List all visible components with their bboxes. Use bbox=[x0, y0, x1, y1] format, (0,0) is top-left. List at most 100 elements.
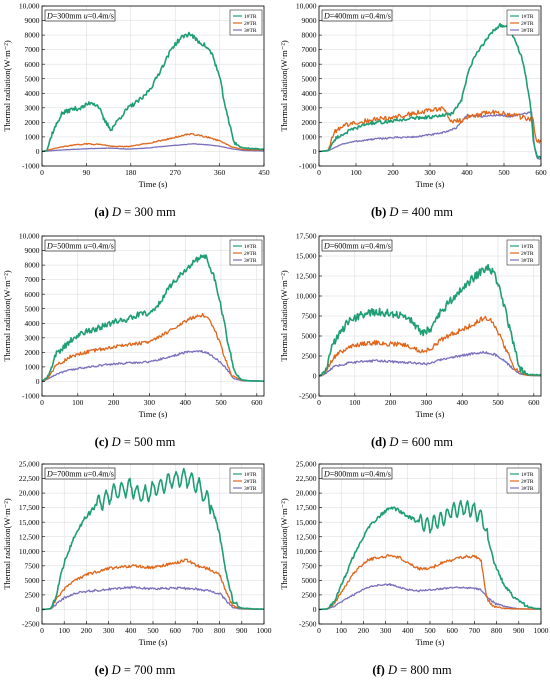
x-tick-label: 500 bbox=[498, 168, 510, 177]
y-tick-label: 7500 bbox=[25, 561, 40, 570]
series-line-1TR bbox=[42, 467, 264, 611]
series-line-2TR bbox=[319, 315, 541, 377]
caption-d-text: = 600 mm bbox=[401, 435, 454, 449]
caption-b: (b) D = 400 mm bbox=[277, 205, 547, 220]
y-tick-label: 4000 bbox=[25, 89, 40, 98]
series-line-1TR bbox=[319, 263, 541, 377]
series-line-1TR bbox=[319, 22, 541, 159]
y-tick-label: 0 bbox=[36, 147, 40, 156]
y-tick-label: 9000 bbox=[302, 16, 317, 25]
series-line-3TR bbox=[319, 350, 541, 377]
x-tick-label: 500 bbox=[492, 398, 504, 407]
y-tick-label: 25,000 bbox=[19, 460, 40, 469]
x-tick-label: 600 bbox=[528, 398, 540, 407]
y-tick-label: -1000 bbox=[22, 162, 40, 171]
y-axis-label: Thermal radiation(W·m⁻²) bbox=[279, 40, 289, 131]
condition-label: D=400mm u=0.4m/s bbox=[321, 9, 393, 22]
x-tick-label: 0 bbox=[40, 168, 44, 177]
x-tick-label: 0 bbox=[317, 398, 321, 407]
y-tick-label: 6000 bbox=[25, 290, 40, 299]
x-tick-label: 500 bbox=[215, 398, 227, 407]
y-axis-label: Thermal radiation(W·m⁻²) bbox=[2, 498, 12, 589]
caption-b-var: D bbox=[389, 205, 399, 219]
caption-f-text: = 800 mm bbox=[400, 663, 452, 677]
caption-e-text: = 700 mm bbox=[123, 663, 176, 677]
x-tick-label: 100 bbox=[349, 398, 361, 407]
x-tick-label: 500 bbox=[424, 626, 436, 635]
legend-label-3TR: 3#TR bbox=[244, 258, 257, 264]
x-axis-label: Time (s) bbox=[139, 409, 168, 419]
legend: 1#TR2#TR3#TR bbox=[506, 467, 540, 494]
chart-panel-b: 0 100 200 300 400 500 600 -1000 0 1000 2000 3000 400… bbox=[277, 0, 547, 228]
y-tick-label: 1000 bbox=[25, 363, 40, 372]
y-tick-label: -1000 bbox=[299, 162, 317, 171]
x-tick-label: 600 bbox=[447, 626, 459, 635]
series-line-2TR bbox=[42, 132, 264, 153]
y-tick-label: 2500 bbox=[25, 591, 40, 600]
y-tick-label: 0 bbox=[313, 372, 317, 381]
legend-label-1TR: 1#TR bbox=[244, 472, 257, 478]
caption-d-var: D bbox=[389, 435, 399, 449]
condition-text: D=600mm u=0.4m/s bbox=[323, 241, 391, 250]
caption-c-text: = 500 mm bbox=[123, 435, 176, 449]
series-line-1TR bbox=[319, 499, 541, 611]
y-tick-label: 2000 bbox=[302, 118, 317, 127]
x-tick-label: 900 bbox=[513, 626, 525, 635]
x-tick-label: 1000 bbox=[534, 626, 549, 635]
y-tick-label: -2500 bbox=[299, 392, 317, 401]
x-tick-label: 90 bbox=[83, 168, 91, 177]
chart-e-svg: 0 100 200 300 400 500 600 700 800 900 1000-2500025… bbox=[2, 460, 272, 647]
y-tick-label: 5000 bbox=[302, 576, 317, 585]
x-tick-label: 100 bbox=[350, 168, 362, 177]
y-tick-label: 3000 bbox=[25, 333, 40, 342]
caption-c: (c) D = 500 mm bbox=[0, 435, 270, 450]
x-tick-label: 180 bbox=[125, 168, 137, 177]
x-tick-label: 200 bbox=[81, 626, 93, 635]
x-tick-label: 270 bbox=[170, 168, 182, 177]
caption-a-var: D bbox=[112, 205, 122, 219]
y-tick-label: 5000 bbox=[25, 576, 40, 585]
y-tick-label: 0 bbox=[36, 377, 40, 386]
plot-frame bbox=[41, 5, 265, 167]
chart-panel-a: 0 90 180 270 360 450 -1000 0 1000 2000 3000 4000 500… bbox=[0, 0, 270, 228]
y-axis-label: Thermal radiation(W·m⁻²) bbox=[2, 40, 12, 131]
x-tick-label: 400 bbox=[125, 626, 137, 635]
y-tick-label: 5000 bbox=[302, 74, 317, 83]
x-tick-label: 300 bbox=[424, 168, 436, 177]
x-tick-label: 400 bbox=[457, 398, 469, 407]
y-tick-label: 10,000 bbox=[296, 292, 317, 301]
y-tick-label: 4000 bbox=[302, 89, 317, 98]
y-tick-label: 7000 bbox=[25, 45, 40, 54]
legend-box bbox=[229, 9, 263, 36]
y-tick-label: 2000 bbox=[25, 118, 40, 127]
chart-panel-f: 0 100 200 300 400 500 600 700 800 900 1000 -2500 0 25… bbox=[277, 458, 549, 686]
series-line-2TR bbox=[319, 106, 541, 153]
caption-b-text: = 400 mm bbox=[401, 205, 454, 219]
y-tick-label: 8000 bbox=[25, 261, 40, 270]
y-tick-label: 17,500 bbox=[296, 503, 317, 512]
series-line-1TR bbox=[42, 31, 264, 153]
y-tick-label: 2500 bbox=[302, 352, 317, 361]
x-axis-label: Time (s) bbox=[416, 179, 445, 189]
x-tick-label: 400 bbox=[180, 398, 192, 407]
chart-panel-c: 0 100 200 300 400 500 600 -1000 0 1000 2000 3000 400… bbox=[0, 230, 270, 458]
y-tick-label: 12,500 bbox=[296, 532, 317, 541]
y-tick-label: 20,000 bbox=[296, 489, 317, 498]
condition-box bbox=[44, 239, 116, 252]
legend: 1#TR2#TR3#TR bbox=[229, 239, 263, 266]
caption-f-var: D bbox=[387, 663, 398, 677]
y-axis-label: Thermal radiation(W·m⁻²) bbox=[279, 270, 289, 361]
y-tick-label: 1000 bbox=[302, 133, 317, 142]
series-line-3TR bbox=[319, 583, 541, 611]
x-tick-label: 800 bbox=[491, 626, 503, 635]
y-tick-label: 22,500 bbox=[296, 474, 317, 483]
x-tick-label: 500 bbox=[147, 626, 159, 635]
x-tick-label: 450 bbox=[258, 168, 270, 177]
condition-text: D=400mm u=0.4m/s bbox=[323, 11, 391, 20]
caption-f-letter: (f) bbox=[372, 663, 385, 677]
y-tick-label: 6000 bbox=[25, 60, 40, 69]
y-tick-label: 8000 bbox=[302, 31, 317, 40]
y-tick-label: 12,500 bbox=[19, 532, 40, 541]
condition-text: D=300mm u=0.4m/s bbox=[46, 11, 114, 20]
series-line-2TR bbox=[42, 312, 264, 383]
